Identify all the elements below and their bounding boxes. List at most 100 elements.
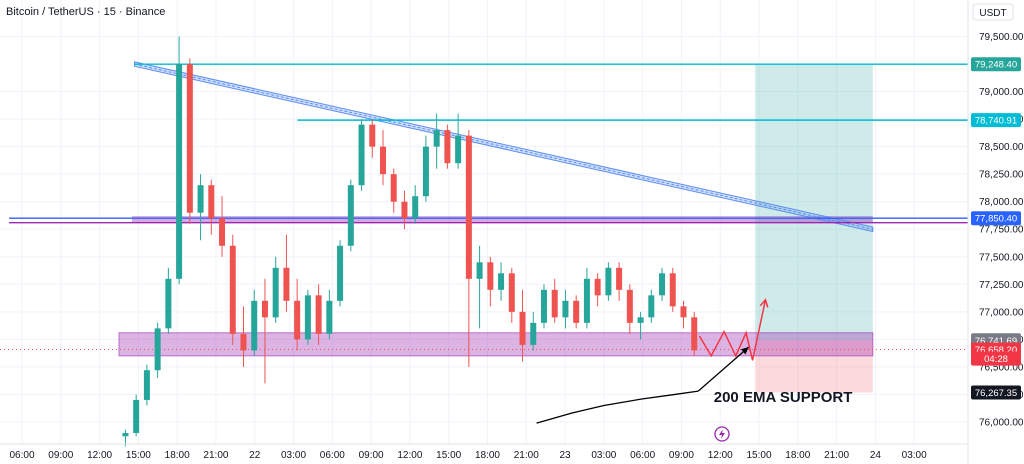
candle-body <box>197 185 204 213</box>
symbol-title[interactable]: Bitcoin / TetherUS · 15 · Binance <box>6 6 165 18</box>
candle[interactable] <box>605 262 612 301</box>
price-tag-bg <box>971 211 1021 226</box>
candle[interactable] <box>337 240 344 307</box>
candle[interactable] <box>186 58 193 224</box>
candle[interactable] <box>197 174 204 241</box>
candle-body <box>680 306 687 318</box>
price-tag-label: 78,740.91 <box>975 116 1017 127</box>
candle[interactable] <box>143 364 150 406</box>
candle[interactable] <box>326 289 333 340</box>
candle[interactable] <box>422 135 429 202</box>
candle-body <box>412 196 419 219</box>
candle[interactable] <box>659 267 666 301</box>
candle[interactable] <box>208 179 215 235</box>
candle-body <box>519 311 526 345</box>
candle[interactable] <box>465 130 472 367</box>
candle[interactable] <box>691 311 698 356</box>
candle[interactable] <box>680 300 687 329</box>
candle[interactable] <box>412 185 419 224</box>
candle[interactable] <box>551 278 558 323</box>
candle[interactable] <box>304 289 311 345</box>
candle[interactable] <box>165 267 172 334</box>
candle-body <box>498 273 505 290</box>
candle-body <box>444 130 451 164</box>
candle-body <box>691 317 698 351</box>
candle[interactable] <box>626 284 633 334</box>
candle-body <box>605 267 612 296</box>
lightning-icon[interactable] <box>714 426 730 442</box>
candle[interactable] <box>637 311 644 340</box>
candle[interactable] <box>669 267 676 312</box>
candle[interactable] <box>133 394 140 437</box>
candle[interactable] <box>122 429 129 447</box>
candles[interactable] <box>122 36 698 447</box>
candle[interactable] <box>347 179 354 252</box>
candle-body <box>272 267 279 318</box>
candle[interactable] <box>455 113 462 169</box>
candle-body <box>208 185 215 219</box>
candle[interactable] <box>616 262 623 301</box>
candle[interactable] <box>530 311 537 351</box>
candle-body <box>369 124 376 147</box>
candle[interactable] <box>154 322 161 378</box>
candle-body <box>337 245 344 301</box>
candle-body <box>433 130 440 147</box>
price-tag[interactable]: 79,248.40 <box>971 57 1021 72</box>
candle-body <box>669 273 676 307</box>
candle[interactable] <box>573 295 580 329</box>
candle[interactable] <box>390 168 397 213</box>
candle[interactable] <box>444 124 451 169</box>
candle[interactable] <box>648 289 655 323</box>
candle-body <box>626 289 633 323</box>
candle[interactable] <box>487 256 494 307</box>
candle[interactable] <box>562 289 569 329</box>
candle-body <box>540 289 547 323</box>
candle[interactable] <box>261 278 268 384</box>
candle-body <box>229 245 236 334</box>
time-axis[interactable]: 06:00 09:00 12:00 15:00 18:00 21:00 22 03:00 06:… <box>0 443 968 461</box>
candle[interactable] <box>251 289 258 356</box>
price-tag[interactable]: 04:28 <box>971 351 1021 366</box>
candle-body <box>551 289 558 318</box>
time-tick-label: 21:00 <box>203 450 228 461</box>
candle-body <box>508 273 515 312</box>
candle[interactable] <box>358 119 365 191</box>
candle[interactable] <box>369 119 376 158</box>
candle[interactable] <box>519 289 526 362</box>
price-tag[interactable]: 77,850.40 <box>971 211 1021 226</box>
candle[interactable] <box>540 284 547 329</box>
price-tag[interactable]: 78,740.91 <box>971 113 1021 128</box>
candle[interactable] <box>380 130 387 186</box>
price-tag[interactable]: 76,267.35 <box>971 385 1021 400</box>
price-tick-label: 76,500.00 <box>979 362 1024 373</box>
candle-body <box>455 135 462 164</box>
candle[interactable] <box>583 267 590 329</box>
candle-body <box>583 278 590 323</box>
candle[interactable] <box>498 262 505 301</box>
candle[interactable] <box>433 113 440 169</box>
candle-body <box>165 278 172 329</box>
candle-body <box>562 300 569 318</box>
candle[interactable] <box>272 256 279 323</box>
candle[interactable] <box>240 306 247 367</box>
price-axis[interactable]: 79,500.0079,000.0078,750.0078,500.0078,2… <box>967 0 1024 464</box>
candle[interactable] <box>294 278 301 351</box>
candle[interactable] <box>508 267 515 323</box>
price-tag-bg <box>971 385 1021 400</box>
candle[interactable] <box>476 245 483 329</box>
stop-zone <box>755 340 873 393</box>
candle[interactable] <box>219 196 226 257</box>
candle[interactable] <box>594 273 601 307</box>
candle[interactable] <box>401 190 408 230</box>
candle[interactable] <box>315 284 322 345</box>
candle-body <box>422 146 429 197</box>
candle[interactable] <box>176 36 183 285</box>
candle[interactable] <box>229 234 236 345</box>
currency-badge[interactable]: USDT <box>972 3 1014 21</box>
candle-body <box>530 322 537 345</box>
candle-body <box>326 300 333 334</box>
candle-body <box>186 64 193 213</box>
candle[interactable] <box>283 234 290 312</box>
